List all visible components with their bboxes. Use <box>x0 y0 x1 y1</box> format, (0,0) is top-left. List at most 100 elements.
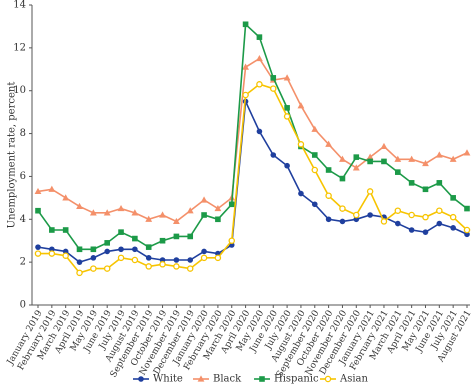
point <box>311 166 319 174</box>
point <box>325 167 332 173</box>
point <box>228 237 235 244</box>
point <box>284 162 290 169</box>
point <box>200 254 208 262</box>
point <box>284 105 290 111</box>
point <box>463 226 471 234</box>
point <box>270 152 277 158</box>
legend-item: White <box>133 374 183 385</box>
series <box>35 98 470 265</box>
point <box>325 216 332 223</box>
legend-item: Asian <box>320 374 369 385</box>
legend-label: Asian <box>339 374 369 385</box>
point <box>325 140 333 147</box>
y-tick-label: 2 <box>20 257 26 268</box>
point <box>159 237 166 244</box>
series <box>35 21 470 253</box>
point <box>104 248 110 255</box>
point <box>325 192 332 199</box>
y-tick-label: 14 <box>13 0 26 11</box>
legend-label: Black <box>213 374 242 385</box>
point <box>90 255 97 261</box>
point <box>34 187 42 195</box>
point <box>422 213 429 221</box>
point <box>201 248 207 255</box>
point <box>339 218 346 225</box>
line <box>37 22 468 251</box>
point <box>380 142 388 150</box>
series <box>34 81 471 277</box>
point <box>35 207 41 214</box>
legend-marker <box>324 375 332 383</box>
y-tick-label: 12 <box>13 42 26 53</box>
point <box>408 211 415 219</box>
point <box>464 205 470 212</box>
point <box>339 175 346 182</box>
point <box>436 207 443 214</box>
point <box>228 201 235 208</box>
point <box>297 102 305 109</box>
point <box>256 128 263 135</box>
legend-marker <box>138 376 144 382</box>
line <box>37 57 468 223</box>
y-axis-title: Unemployment rate, percent <box>7 82 18 229</box>
point <box>214 204 222 212</box>
point <box>270 85 277 92</box>
series <box>34 54 471 225</box>
point <box>395 169 401 175</box>
point <box>283 74 291 81</box>
legend-label: White <box>153 374 183 385</box>
point <box>145 255 152 261</box>
point <box>311 152 318 158</box>
point <box>104 240 110 246</box>
point <box>173 257 180 263</box>
point <box>353 211 360 219</box>
point <box>62 252 69 259</box>
point <box>214 254 222 262</box>
point <box>62 194 70 201</box>
point <box>450 195 456 201</box>
point <box>408 155 416 162</box>
point <box>366 188 374 195</box>
point <box>76 246 83 253</box>
point <box>103 209 111 216</box>
y-tick-label: 0 <box>20 300 26 311</box>
point <box>215 216 221 223</box>
point <box>422 159 429 167</box>
point <box>90 246 97 253</box>
point <box>49 227 55 233</box>
point <box>256 81 263 88</box>
point <box>118 246 124 253</box>
point <box>298 190 304 197</box>
point <box>449 155 457 162</box>
point <box>90 265 97 272</box>
point <box>339 205 346 212</box>
point <box>311 125 319 132</box>
point <box>242 21 249 28</box>
point <box>159 261 166 268</box>
point <box>366 153 374 160</box>
point <box>394 207 402 214</box>
point <box>283 113 291 120</box>
point <box>201 212 207 218</box>
point <box>200 196 208 203</box>
line <box>37 98 468 264</box>
point <box>145 263 152 270</box>
legend-label: Hispanic <box>274 374 319 385</box>
point <box>34 250 42 257</box>
point <box>131 256 139 264</box>
legend-item: Hispanic <box>254 374 319 385</box>
point <box>173 233 180 240</box>
point <box>352 164 360 171</box>
point <box>186 207 194 214</box>
point <box>145 244 152 250</box>
y-tick-label: 4 <box>20 214 26 225</box>
point <box>367 212 373 218</box>
point <box>422 186 429 193</box>
point <box>117 254 125 262</box>
point <box>394 155 402 162</box>
point <box>118 229 124 235</box>
point <box>449 213 457 221</box>
legend-marker <box>197 375 205 382</box>
point <box>35 244 41 250</box>
